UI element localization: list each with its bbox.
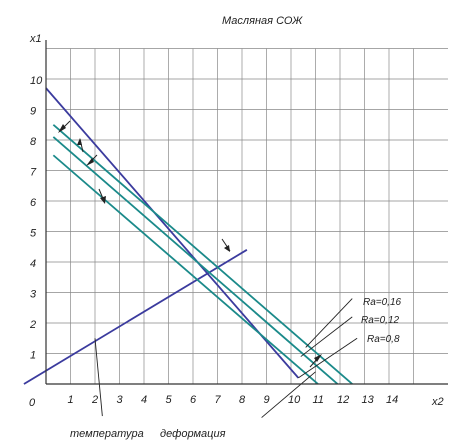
y-tick-label: 9 [30,106,36,118]
series-label-ra-012: Ra=0,12 [361,315,400,326]
arrowhead [100,196,106,204]
x-tick-label: 8 [239,394,246,406]
y-tick-label: 5 [30,228,37,240]
x-axis-label: x2 [431,396,444,408]
x-tick-label: 11 [313,394,324,406]
x-tick-label: 13 [362,394,375,406]
arrowhead [224,245,230,252]
dimension-arrows [58,120,322,368]
y-tick-label: 10 [30,75,43,87]
series-line-4 [52,136,339,385]
pointer-line-4 [94,338,103,417]
pointer-line-2 [300,316,353,357]
x-tick-label: 9 [264,394,270,406]
x-tick-label: 14 [386,394,398,406]
y-tick-label: 2 [29,319,36,331]
y-axis-label: x1 [29,33,42,45]
annotation-deformation: деформация [160,428,226,440]
x-tick-label: 12 [337,394,349,406]
pointer-lines [94,298,358,418]
annotation-temperature: температура [70,428,144,440]
x-tick-label: 6 [190,394,197,406]
pointer-line-3 [298,337,358,379]
x-tick-label: 5 [166,394,173,406]
x-tick-label: 3 [117,394,124,406]
series-label-ra-08: Ra=0,8 [367,334,400,345]
pointer-line-5 [261,371,316,418]
series-group [23,87,353,385]
pointer-line-1 [305,298,353,348]
series-line-5 [52,154,319,385]
x-tick-label: 2 [91,394,98,406]
axes [45,40,448,385]
y-tick-label: 6 [30,197,37,209]
arrowhead [86,158,94,166]
x-tick-label: 1 [68,394,74,406]
y-tick-label: 4 [30,258,36,270]
y-tick-label: 3 [30,289,37,301]
x-tick-label: 7 [215,394,222,406]
arrowhead [77,138,82,145]
series-line-1 [23,249,248,385]
x-tick-label: 10 [288,394,301,406]
x-tick-label: 4 [141,394,147,406]
y-tick-label: 8 [30,136,37,148]
arrowhead [58,124,66,133]
series-line-3 [52,124,353,385]
arrowhead [314,354,322,362]
chart-title: Масляная СОЖ [222,15,303,27]
series-label-ra-016: Ra=0,16 [363,297,402,308]
y-tick-label: 7 [30,167,37,179]
origin-label: 0 [29,397,36,409]
y-tick-label: 1 [30,350,36,362]
